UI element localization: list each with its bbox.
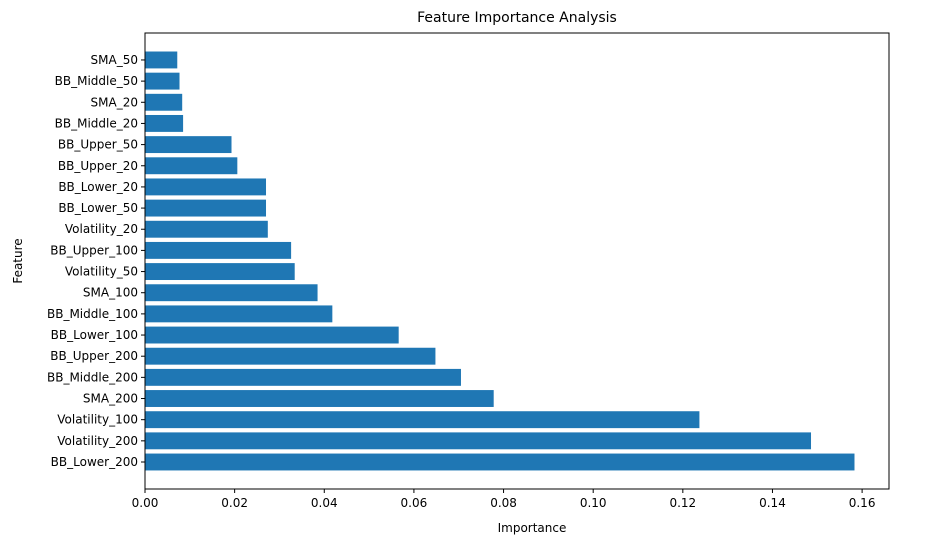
plot-frame [144, 32, 890, 490]
bar-bb-lower-20 [145, 178, 267, 196]
y-tick-label-sma-20: SMA_20 [91, 95, 138, 109]
y-tick-label-volatility-50: Volatility_50 [65, 265, 138, 279]
x-tick-label: 0.10 [580, 496, 607, 510]
bar-bb-lower-200 [145, 453, 855, 471]
y-tick-label-bb-upper-50: BB_Upper_50 [58, 138, 138, 152]
y-tick-label-bb-middle-50: BB_Middle_50 [55, 74, 138, 88]
y-tick-label-sma-100: SMA_100 [83, 286, 138, 300]
y-tick-label-bb-middle-100: BB_Middle_100 [47, 307, 138, 321]
bar-sma-200 [145, 390, 494, 407]
bar-bb-upper-50 [145, 136, 232, 154]
y-tick-label-bb-upper-200: BB_Upper_200 [50, 349, 138, 363]
y-tick-label-bb-upper-100: BB_Upper_100 [50, 243, 138, 257]
x-axis-label: Importance [498, 521, 567, 535]
y-tick-label-bb-middle-200: BB_Middle_200 [47, 370, 138, 384]
y-tick-label-bb-lower-20: BB_Lower_20 [58, 180, 138, 194]
y-axis-ticks: BB_Lower_200 Volatility_200 Volatility_100… [47, 53, 145, 469]
bar-bb-middle-200 [145, 368, 461, 386]
y-tick-label-bb-lower-50: BB_Lower_50 [58, 201, 138, 215]
bar-bb-middle-100 [145, 305, 333, 323]
x-tick-label: 0.14 [759, 496, 786, 510]
bar-sma-50 [145, 51, 178, 69]
x-tick-label: 0.12 [669, 496, 696, 510]
x-tick-label: 0.02 [221, 496, 248, 510]
y-tick-label-sma-200: SMA_200 [83, 392, 138, 406]
y-tick-label-bb-lower-100: BB_Lower_100 [51, 328, 138, 342]
bar-volatility-200 [145, 432, 812, 450]
bar-volatility-100 [145, 411, 700, 429]
bar-bb-lower-50 [145, 199, 267, 217]
bar-bb-upper-100 [145, 241, 292, 259]
y-tick-label-bb-lower-200: BB_Lower_200 [51, 455, 138, 469]
x-tick-label: 0.08 [490, 496, 517, 510]
bar-bb-middle-50 [145, 72, 180, 90]
chart-title: Feature Importance Analysis [417, 10, 617, 26]
bar-bb-upper-200 [145, 347, 436, 365]
y-tick-label-volatility-200: Volatility_200 [57, 434, 138, 448]
x-tick-label: 0.16 [849, 496, 876, 510]
y-tick-label-bb-upper-20: BB_Upper_20 [58, 159, 138, 173]
x-axis-ticks: 0.00 0.02 0.04 0.06 0.08 0.10 0.12 0.14 0.16 [132, 489, 876, 510]
bar-bb-upper-20 [145, 157, 238, 175]
x-tick-label: 0.04 [311, 496, 338, 510]
y-tick-label-bb-middle-20: BB_Middle_20 [55, 116, 138, 130]
x-tick-label: 0.00 [132, 496, 159, 510]
bar-sma-20 [145, 93, 183, 111]
y-tick-label-volatility-100: Volatility_100 [57, 413, 138, 427]
bar-sma-100 [145, 284, 318, 302]
x-tick-label: 0.06 [401, 496, 428, 510]
y-tick-label-sma-50: SMA_50 [91, 53, 138, 67]
bar-bb-lower-100 [145, 326, 399, 344]
bar-bb-middle-20 [145, 114, 184, 132]
y-axis-label: Feature [11, 238, 25, 283]
bars [145, 51, 855, 471]
bar-volatility-50 [145, 263, 295, 281]
y-tick-label-volatility-20: Volatility_20 [65, 222, 138, 236]
bar-volatility-20 [145, 220, 268, 238]
